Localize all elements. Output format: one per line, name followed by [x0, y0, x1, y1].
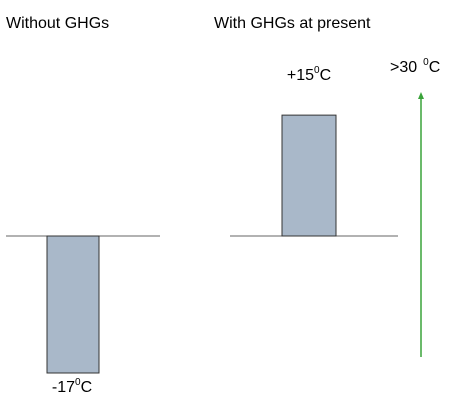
- value-label-with-ghgs-degree: 0: [314, 65, 320, 76]
- annotation-unit: C: [429, 59, 441, 76]
- warming-arrow-head: [418, 92, 424, 99]
- value-label-with-ghgs-number: +15: [287, 67, 314, 84]
- annotation-degree: 0: [423, 57, 429, 68]
- value-label-without-ghgs-degree: 0: [75, 377, 81, 388]
- value-label-without-ghgs: -170C: [52, 377, 92, 396]
- bar-without-ghgs: [46, 235, 100, 374]
- value-label-without-ghgs-number: -17: [52, 379, 75, 396]
- chart-title-without-ghgs: Without GHGs: [6, 15, 109, 32]
- value-label-with-ghgs: +150C: [287, 65, 331, 84]
- bar-with-ghgs: [281, 114, 337, 237]
- value-label-with-ghgs-unit: C: [320, 67, 332, 84]
- annotation-number: >30: [390, 59, 417, 76]
- value-label-without-ghgs-unit: C: [81, 379, 93, 396]
- chart-title-with-ghgs: With GHGs at present: [214, 15, 371, 32]
- annotation-label: >30 0C: [390, 57, 440, 76]
